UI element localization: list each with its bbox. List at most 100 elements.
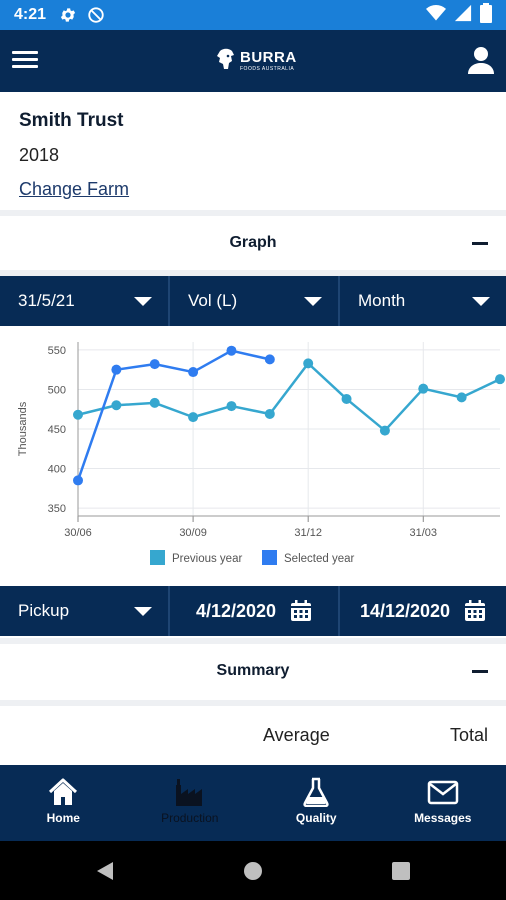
- logo-subtitle: FOODS AUSTRALIA: [240, 66, 295, 72]
- x-tick-label: 31/03: [410, 527, 438, 539]
- chevron-down-icon: [134, 607, 152, 616]
- status-time: 4:21: [14, 6, 47, 23]
- data-point: [226, 401, 237, 412]
- volume-line-chart: 350 400 450 500 550 30/06 30/09 31/12 31/03 Thous…: [17, 342, 505, 565]
- data-point: [188, 412, 199, 423]
- nav-production-label: Production: [161, 811, 219, 825]
- settings-gear-icon: [58, 5, 78, 25]
- flask-icon: [303, 777, 329, 807]
- chevron-down-icon: [472, 297, 490, 306]
- data-point: [264, 408, 275, 419]
- x-tick-label: 31/12: [294, 527, 322, 539]
- back-icon[interactable]: [75, 856, 135, 886]
- summary-collapse-minus-icon[interactable]: [472, 670, 488, 673]
- period-selector[interactable]: Month: [340, 276, 506, 326]
- date-selector-label: 31/5/21: [18, 291, 75, 310]
- nav-production[interactable]: Production: [127, 765, 254, 841]
- change-farm-link[interactable]: Change Farm: [19, 179, 130, 199]
- wifi-icon: [426, 4, 446, 27]
- hamburger-menu-icon[interactable]: [12, 47, 38, 75]
- nav-home[interactable]: Home: [0, 765, 127, 841]
- legend-swatch: [262, 550, 277, 565]
- graph-collapse-minus-icon[interactable]: [472, 242, 488, 245]
- data-point: [341, 393, 352, 404]
- data-point: [73, 409, 83, 420]
- calendar-icon: [291, 600, 312, 621]
- brand-logo: BURRA FOODS AUSTRALIA: [214, 46, 297, 76]
- y-axis-label: Thousands: [17, 401, 29, 456]
- data-point: [111, 364, 122, 375]
- total-column-header: Total: [449, 725, 488, 745]
- data-point: [418, 383, 429, 394]
- divider: [0, 270, 506, 276]
- chevron-down-icon: [134, 297, 152, 306]
- summary-section-title: Summary: [216, 662, 290, 679]
- cellular-signal-icon: [454, 4, 472, 27]
- nav-quality-label: Quality: [295, 811, 337, 825]
- recents-icon[interactable]: [371, 856, 431, 886]
- nav-home-label: Home: [46, 811, 80, 825]
- summary-filters: Pickup 4/12/2020 14/12/2020: [0, 586, 506, 636]
- divider: [0, 210, 506, 216]
- summary-section-header[interactable]: Summary: [0, 644, 506, 698]
- average-column-header: Average: [263, 725, 330, 745]
- legend-swatch: [150, 550, 165, 565]
- pickup-type-selector[interactable]: Pickup: [0, 586, 170, 636]
- end-date-picker[interactable]: 14/12/2020: [340, 586, 506, 636]
- nav-messages[interactable]: Messages: [380, 765, 506, 841]
- y-tick-label: 450: [48, 424, 66, 436]
- calendar-icon: [465, 600, 486, 621]
- data-point: [264, 354, 275, 365]
- farm-year: 2018: [19, 145, 60, 165]
- bottom-navigation: Home Production Quality Messages: [0, 765, 506, 841]
- home-circle-icon[interactable]: [223, 856, 283, 886]
- farm-name: Smith Trust: [19, 110, 124, 131]
- series-line-selected-year: [76, 349, 271, 481]
- nav-quality[interactable]: Quality: [253, 765, 380, 841]
- system-navigation-bar: [0, 841, 506, 900]
- divider: [0, 700, 506, 706]
- data-point: [303, 358, 314, 369]
- x-tick-label: 30/06: [64, 527, 92, 539]
- graph-selectors: 31/5/21 Vol (L) Month: [0, 276, 506, 326]
- legend-label: Previous year: [172, 553, 242, 565]
- logo-name: BURRA: [240, 49, 297, 66]
- divider: [0, 638, 506, 644]
- user-icon[interactable]: [468, 46, 494, 74]
- nav-messages-label: Messages: [414, 811, 472, 825]
- period-selector-label: Month: [358, 291, 406, 310]
- logo-icon: [217, 48, 234, 69]
- data-point: [149, 359, 160, 370]
- y-tick-label: 500: [48, 384, 66, 396]
- summary-column-headers: Average Total: [0, 708, 506, 760]
- graph-section-title: Graph: [229, 234, 277, 251]
- measure-selector[interactable]: Vol (L): [170, 276, 340, 326]
- graph-section-header[interactable]: Graph: [0, 216, 506, 270]
- x-tick-label: 30/09: [179, 527, 207, 539]
- data-point: [149, 397, 160, 408]
- status-bar: 4:21: [0, 0, 506, 30]
- factory-icon: [175, 779, 202, 806]
- envelope-icon: [427, 780, 458, 805]
- do-not-disturb-icon: [86, 5, 106, 25]
- volume-chart: 350 400 450 500 550 30/06 30/09 31/12 31/03 Thous…: [0, 326, 506, 584]
- data-point: [111, 400, 122, 411]
- measure-selector-label: Vol (L): [188, 291, 238, 310]
- home-icon: [49, 778, 78, 805]
- data-point: [379, 425, 390, 436]
- start-date-picker[interactable]: 4/12/2020: [170, 586, 340, 636]
- start-date-label: 4/12/2020: [195, 600, 277, 621]
- legend-label: Selected year: [284, 553, 354, 565]
- date-selector[interactable]: 31/5/21: [0, 276, 170, 326]
- series-line-previous-year: [77, 362, 501, 432]
- pickup-type-label: Pickup: [18, 601, 70, 620]
- data-point: [456, 392, 467, 403]
- y-tick-label: 400: [48, 464, 66, 476]
- data-point: [73, 475, 83, 486]
- app-bar: BURRA FOODS AUSTRALIA: [0, 30, 506, 92]
- end-date-label: 14/12/2020: [359, 600, 451, 621]
- farm-info: Smith Trust 2018 Change Farm: [0, 92, 506, 210]
- chevron-down-icon: [304, 297, 322, 306]
- battery-icon: [480, 2, 492, 28]
- data-point: [495, 374, 505, 385]
